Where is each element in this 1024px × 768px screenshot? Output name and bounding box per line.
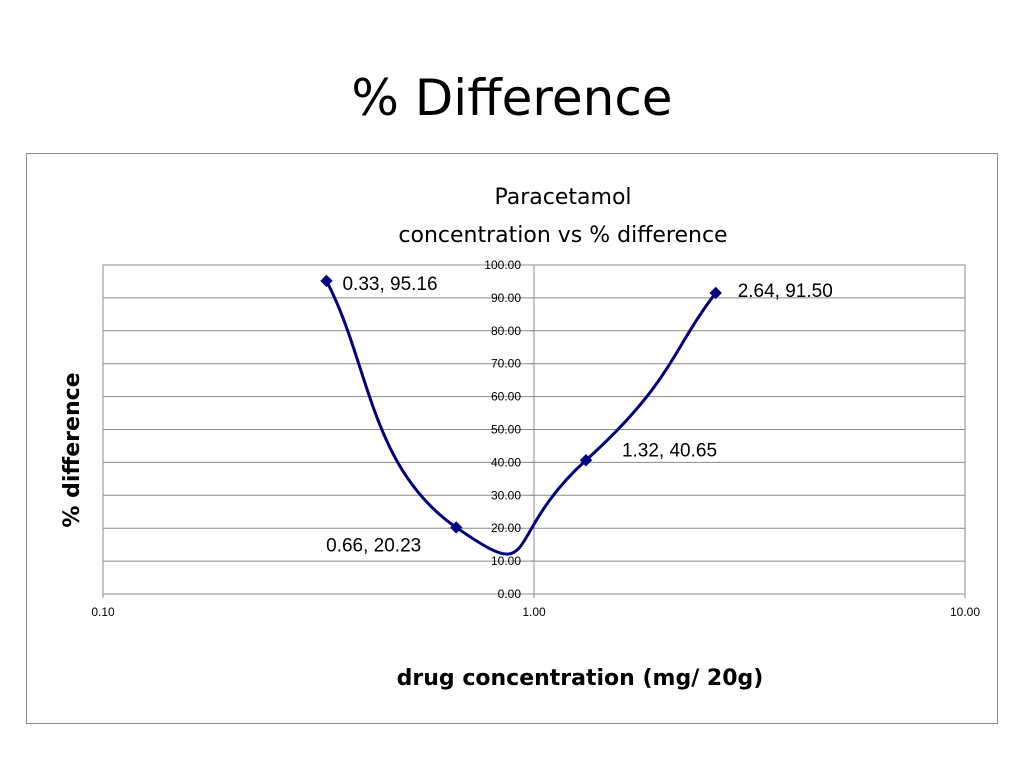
axes: 0.00 10.00 20.00 30.00 40.00 50.00 60.00 70.00 8…: [91, 258, 980, 619]
y-tick-label: 40.00: [491, 455, 521, 469]
y-tick-label: 30.00: [491, 488, 521, 502]
data-point-label: 0.33, 95.16: [342, 274, 437, 295]
chart-title-line-1: Paracetamol: [494, 185, 631, 210]
data-point-marker: [709, 286, 722, 300]
chart: Paracetamol concentration vs % differenc…: [60, 185, 980, 691]
x-tick-label: 10.00: [950, 605, 980, 619]
data-point-marker: [579, 454, 593, 467]
y-tick-label: 0.00: [498, 587, 522, 601]
chart-frame: Paracetamol concentration vs % differenc…: [26, 153, 998, 724]
series-line: [325, 280, 717, 556]
data-labels: 0.33, 95.16 0.66, 20.23 1.32, 40.65 2.64, 9…: [326, 274, 833, 557]
y-tick-label: 70.00: [491, 357, 521, 371]
y-tick-label: 90.00: [491, 291, 521, 305]
x-tick-label: 1.00: [522, 605, 546, 619]
data-point-marker: [450, 521, 463, 534]
x-tick-label: 0.10: [91, 605, 115, 619]
y-tick-label: 100.00: [484, 258, 521, 272]
y-tick-label: 10.00: [491, 554, 521, 568]
data-point-label: 2.64, 91.50: [738, 281, 833, 302]
x-axis-title: drug concentration (mg/ 20g): [397, 666, 764, 691]
series: [320, 274, 722, 556]
y-tick-label: 20.00: [491, 521, 521, 535]
data-point-marker: [320, 274, 333, 288]
y-tick-label: 50.00: [491, 423, 521, 437]
y-tick-label: 60.00: [491, 390, 521, 404]
y-axis-title: % difference: [60, 372, 85, 527]
data-point-label: 0.66, 20.23: [326, 535, 421, 556]
y-tick-label: 80.00: [491, 324, 521, 338]
slide-title: % Difference: [351, 69, 673, 127]
chart-title-line-2: concentration vs % difference: [398, 223, 727, 248]
data-point-label: 1.32, 40.65: [622, 440, 717, 461]
